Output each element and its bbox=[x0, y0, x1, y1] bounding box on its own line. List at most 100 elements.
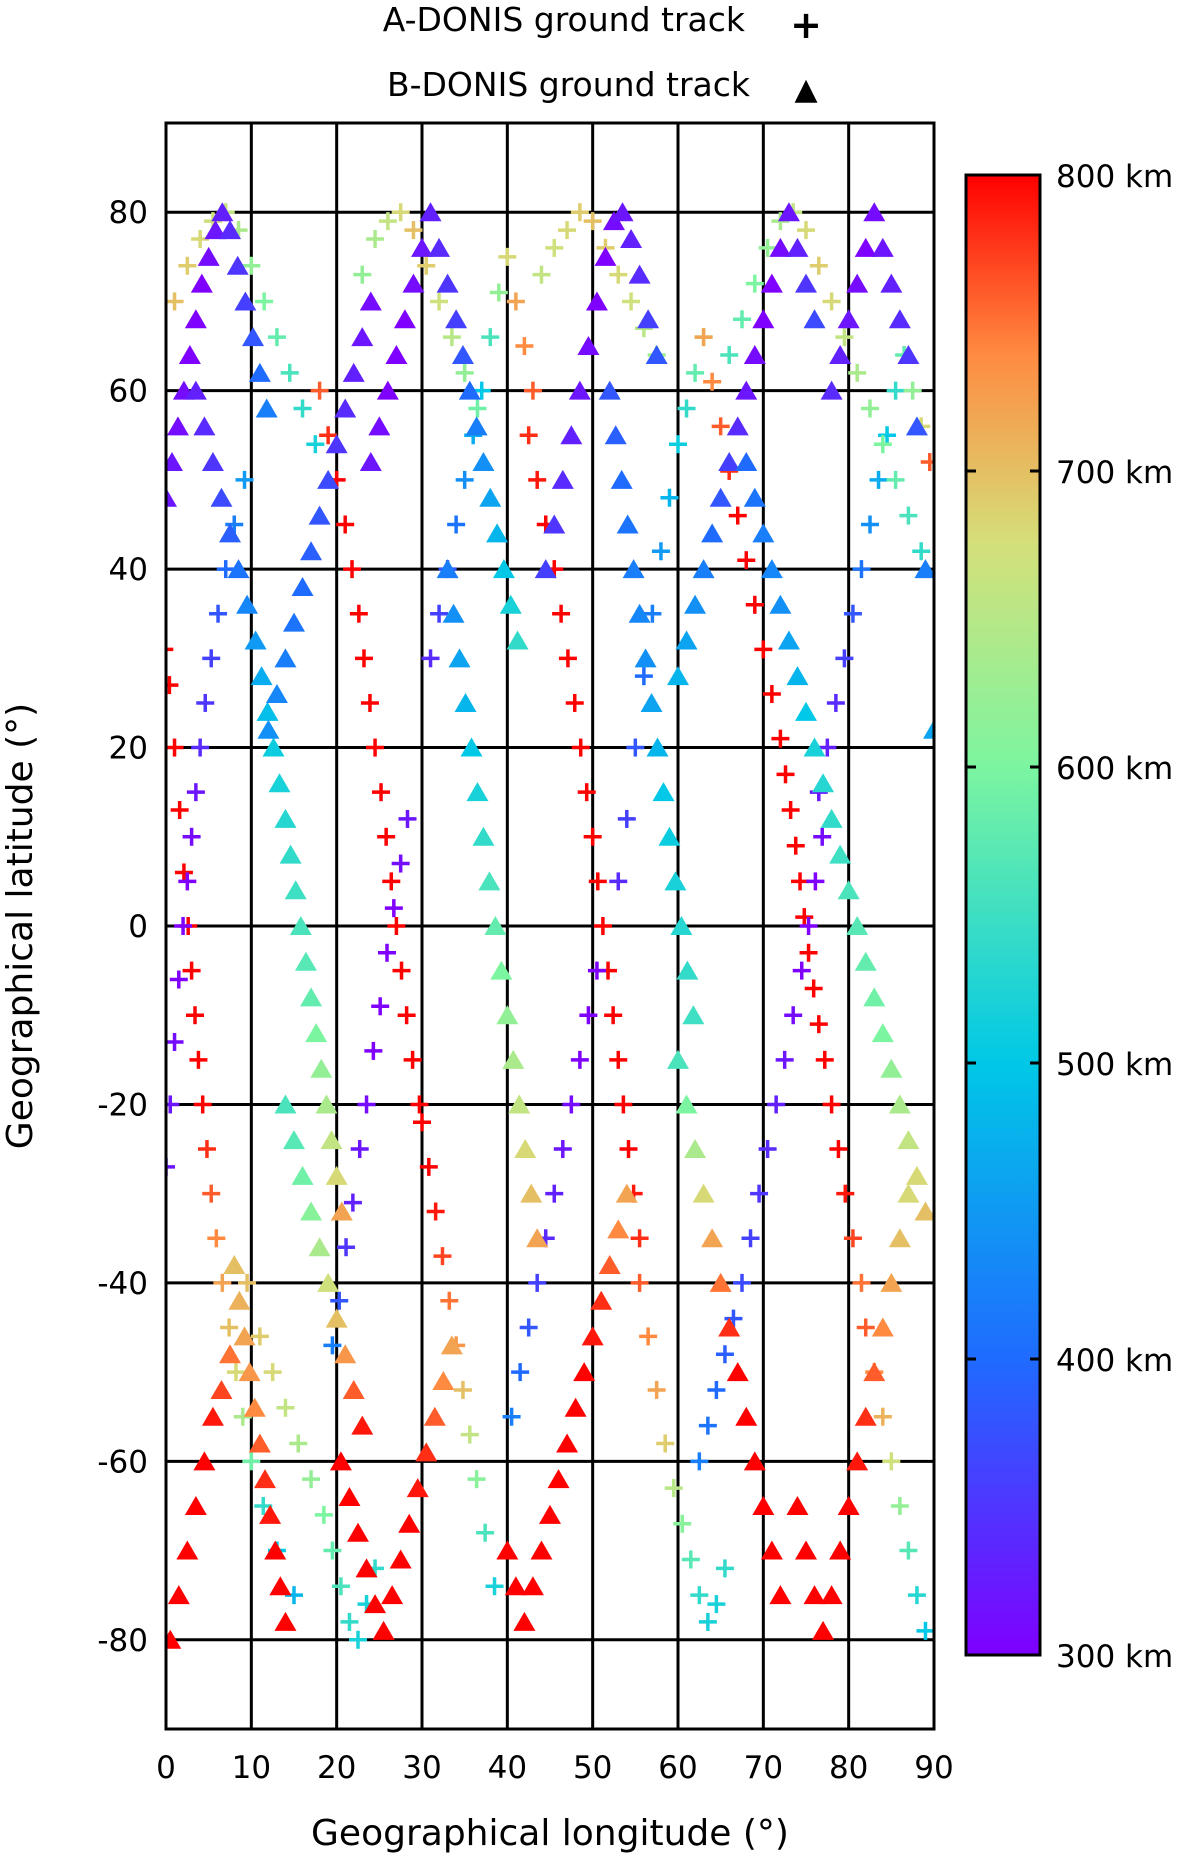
a-donis-point bbox=[552, 604, 571, 623]
a-donis-point bbox=[489, 283, 508, 302]
a-donis-point bbox=[174, 863, 193, 882]
b-donis-point bbox=[226, 255, 249, 275]
a-donis-point bbox=[720, 345, 739, 364]
a-donis-point bbox=[169, 970, 188, 989]
y-tick-label: 20 bbox=[109, 731, 148, 767]
a-donis-point bbox=[216, 560, 235, 579]
b-donis-point bbox=[718, 452, 741, 472]
b-donis-point bbox=[253, 1469, 276, 1489]
b-donis-point bbox=[184, 309, 207, 329]
b-donis-point bbox=[829, 344, 852, 364]
a-donis-point bbox=[907, 1586, 926, 1605]
a-donis-point bbox=[786, 836, 805, 855]
a-donis-point bbox=[360, 693, 379, 712]
a-donis-point bbox=[189, 1050, 208, 1069]
a-donis-point bbox=[382, 872, 401, 891]
a-donis-point bbox=[293, 399, 312, 418]
b-donis-point bbox=[914, 1201, 934, 1221]
b-donis-point bbox=[854, 1406, 877, 1426]
b-donis-point bbox=[479, 487, 502, 507]
b-donis-point bbox=[432, 1371, 455, 1391]
b-donis-point bbox=[760, 1540, 783, 1560]
b-donis-point bbox=[308, 1237, 331, 1257]
a-donis-point bbox=[852, 1273, 871, 1292]
y-axis-label: Geographical latitude (°) bbox=[0, 703, 41, 1149]
b-donis-point bbox=[658, 826, 681, 846]
a-donis-point bbox=[651, 542, 670, 561]
colorbar-tick-label: 800 km bbox=[1056, 159, 1173, 195]
b-donis-point bbox=[585, 291, 608, 311]
a-donis-point bbox=[587, 961, 606, 980]
a-donis-point bbox=[583, 212, 602, 231]
b-donis-point bbox=[315, 1094, 338, 1114]
b-donis-point bbox=[897, 344, 920, 364]
b-donis-point bbox=[752, 1495, 775, 1515]
a-donis-point bbox=[545, 238, 564, 257]
a-donis-point bbox=[174, 917, 193, 935]
a-donis-point bbox=[771, 729, 790, 748]
b-donis-point bbox=[454, 692, 477, 712]
b-donis-point bbox=[667, 1049, 689, 1069]
b-donis-point bbox=[547, 1469, 570, 1489]
b-donis-point bbox=[347, 1522, 369, 1542]
b-donis-point bbox=[854, 237, 877, 257]
a-donis-point bbox=[776, 765, 795, 784]
b-donis-point bbox=[484, 916, 507, 935]
b-donis-point bbox=[210, 1379, 233, 1399]
b-donis-point bbox=[451, 344, 474, 364]
x-tick-label: 10 bbox=[232, 1750, 271, 1786]
colorbar: 300 km 400 km 500 km 600 km 700 km 800 km bbox=[964, 159, 1173, 1675]
b-donis-point bbox=[829, 1540, 852, 1560]
b-donis-point bbox=[167, 1585, 190, 1605]
a-donis-point bbox=[799, 943, 818, 962]
b-donis-point bbox=[325, 1165, 348, 1185]
b-donis-point bbox=[184, 380, 207, 400]
b-donis-point bbox=[682, 1005, 705, 1025]
a-donis-point bbox=[242, 256, 261, 275]
a-donis-point bbox=[343, 1193, 362, 1212]
a-donis-point bbox=[570, 1050, 589, 1069]
a-donis-point bbox=[745, 274, 764, 293]
b-donis-point bbox=[692, 559, 715, 579]
a-donis-point bbox=[323, 1336, 342, 1355]
b-donis-point bbox=[496, 1540, 519, 1560]
a-donis-point bbox=[775, 1050, 794, 1069]
b-donis-point bbox=[812, 1620, 835, 1640]
a-donis-point bbox=[528, 1273, 547, 1292]
a-donis-point bbox=[330, 1291, 349, 1310]
legend-marker-plus: + bbox=[790, 3, 822, 47]
b-donis-point bbox=[812, 773, 835, 793]
b-donis-point bbox=[795, 1540, 817, 1560]
a-donis-point bbox=[792, 961, 811, 980]
plot-frame bbox=[164, 121, 936, 1731]
a-donis-point bbox=[912, 542, 931, 561]
a-donis-point bbox=[861, 515, 879, 534]
b-donis-point bbox=[735, 1406, 758, 1426]
b-donis-point bbox=[718, 1317, 741, 1337]
a-donis-point bbox=[715, 1345, 734, 1364]
a-donis-point bbox=[528, 470, 547, 489]
a-donis-point bbox=[193, 1095, 212, 1114]
legend-marker-triangle: ▲ bbox=[794, 72, 817, 107]
a-donis-point bbox=[698, 1416, 717, 1435]
b-donis-point bbox=[334, 1344, 357, 1364]
b-donis-point bbox=[923, 719, 934, 739]
b-donis-point bbox=[248, 362, 271, 382]
b-donis-point bbox=[863, 1362, 886, 1382]
a-donis-point bbox=[609, 1050, 628, 1069]
a-donis-point bbox=[166, 1157, 175, 1176]
x-axis-label: Geographical longitude (°) bbox=[311, 1813, 789, 1854]
a-donis-point bbox=[323, 1541, 342, 1560]
b-donis-point bbox=[634, 648, 657, 668]
x-tick-label: 20 bbox=[317, 1750, 356, 1786]
b-donis-point bbox=[436, 273, 459, 293]
b-donis-point bbox=[381, 1585, 404, 1605]
b-donis-point bbox=[166, 452, 183, 472]
a-donis-point bbox=[899, 506, 918, 525]
b-donis-point bbox=[368, 416, 391, 436]
b-donis-point bbox=[837, 880, 860, 900]
b-donis-point bbox=[701, 523, 724, 543]
a-donis-point bbox=[724, 1309, 743, 1328]
b-donis-point bbox=[355, 1558, 378, 1578]
b-donis-point bbox=[228, 1290, 251, 1310]
